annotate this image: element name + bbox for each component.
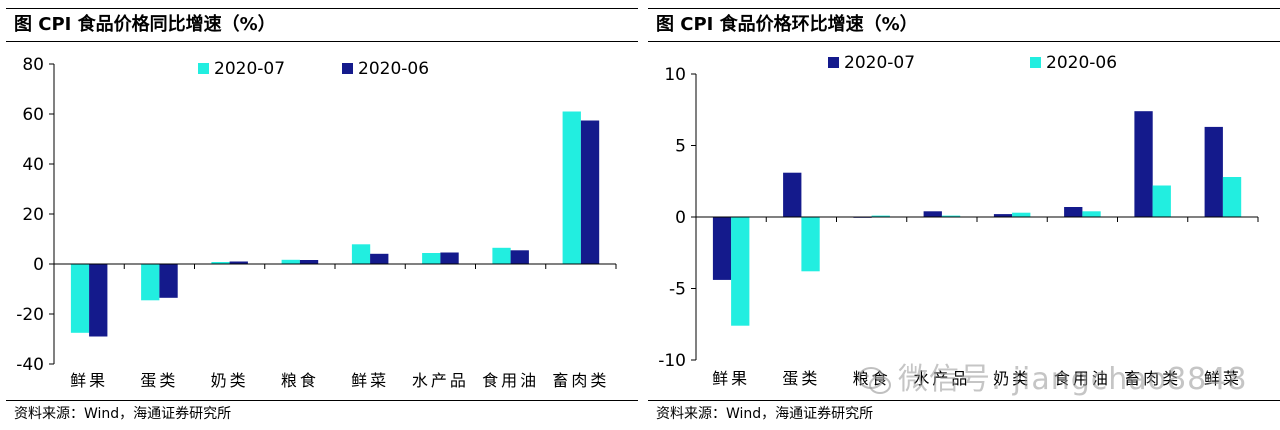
bar-蛋类-2020-07: [783, 172, 802, 217]
wechat-icon: [858, 366, 891, 394]
category-label: 鲜果: [70, 371, 108, 390]
legend-label: 2020-07: [214, 59, 285, 79]
bar-粮食-2020-06: [299, 260, 319, 264]
category-label: 鲜果: [712, 369, 750, 388]
bar-蛋类-2020-06: [159, 264, 178, 298]
y-tick-label: 0: [675, 208, 686, 228]
category-label: 畜肉类: [1124, 369, 1181, 388]
bar-粮食-2020-06: [871, 215, 890, 217]
bar-奶类-2020-06: [229, 261, 248, 264]
bar-粮食-2020-07: [281, 259, 300, 265]
y-tick-label: 20: [22, 205, 44, 225]
bar-鲜菜-2020-07: [1204, 126, 1223, 217]
bar-水产品-2020-07: [422, 253, 441, 264]
y-tick-label: -40: [16, 355, 44, 375]
chart-title: 图 CPI 食品价格环比增速（%）: [648, 8, 1280, 42]
bar-食用油-2020-06: [1082, 211, 1101, 217]
bar-畜肉类-2020-07: [562, 111, 581, 264]
legend-label: 2020-06: [1046, 53, 1117, 73]
yoy-chart-panel: 图 CPI 食品价格同比增速（%） -40 -20 0 20 40 60 80 鲜果 蛋类 奶类 粮…: [6, 0, 638, 430]
bar-畜肉类-2020-07: [1134, 111, 1153, 217]
bar-食用油-2020-07: [492, 247, 511, 265]
category-label: 蛋类: [140, 371, 178, 390]
bar-奶类-2020-07: [993, 214, 1013, 217]
legend-label: 2020-06: [358, 59, 429, 79]
category-label: 食用油: [482, 371, 539, 390]
category-label: 水产品: [412, 371, 469, 390]
bar-鲜果-2020-06: [731, 217, 750, 326]
chart-title: 图 CPI 食品价格同比增速（%）: [6, 8, 638, 42]
watermark: 微信号: jiangchao8848: [858, 354, 1247, 398]
bar-蛋类-2020-06: [801, 217, 820, 272]
bar-鲜果-2020-07: [70, 264, 90, 333]
category-label: 粮食: [281, 371, 319, 390]
bar-鲜果-2020-07: [712, 217, 732, 280]
y-tick-label: 60: [22, 105, 44, 125]
bar-食用油-2020-07: [1064, 207, 1083, 217]
bar-奶类-2020-06: [1012, 212, 1031, 217]
bar-水产品-2020-06: [941, 215, 961, 217]
bar-鲜菜-2020-06: [1222, 177, 1242, 217]
bar-奶类-2020-07: [211, 262, 230, 264]
legend-label: 2020-07: [844, 53, 915, 73]
category-label: 畜肉类: [552, 371, 609, 390]
bar-鲜菜-2020-06: [370, 253, 389, 265]
y-tick-label: -10: [658, 351, 686, 371]
bar-畜肉类-2020-06: [580, 120, 600, 264]
y-tick-label: -5: [669, 280, 686, 300]
category-label: 蛋类: [782, 369, 820, 388]
legend-swatch: [342, 63, 353, 74]
category-label: 水产品: [913, 369, 970, 388]
y-tick-label: 0: [33, 255, 44, 275]
source-note: 资料来源：Wind，海通证券研究所: [648, 400, 1280, 428]
y-tick-label: 5: [675, 137, 686, 157]
y-tick-label: 80: [22, 55, 44, 75]
source-note: 资料来源：Wind，海通证券研究所: [6, 400, 638, 428]
bar-水产品-2020-07: [923, 211, 942, 217]
y-tick-label: 10: [664, 65, 686, 85]
category-label: 食用油: [1054, 369, 1111, 388]
bar-水产品-2020-06: [440, 252, 459, 264]
category-label: 鲜菜: [351, 371, 389, 390]
category-label: 奶类: [211, 371, 249, 390]
y-tick-label: 40: [22, 155, 44, 175]
bar-食用油-2020-06: [510, 250, 529, 265]
legend-swatch: [1030, 57, 1041, 68]
category-label: 鲜菜: [1204, 369, 1242, 388]
y-tick-label: -20: [16, 305, 44, 325]
bar-鲜果-2020-06: [89, 264, 108, 337]
yoy-bar-chart: -40 -20 0 20 40 60 80 鲜果 蛋类 奶类 粮食 鲜菜 水产品 食用油 畜肉类 2020-0…: [16, 55, 617, 390]
bar-蛋类-2020-07: [141, 264, 160, 301]
watermark-text: 微信号: jiangchao8848: [898, 362, 1248, 397]
legend-swatch: [828, 57, 839, 68]
category-label: 奶类: [993, 369, 1031, 388]
bar-鲜菜-2020-07: [351, 244, 371, 265]
legend-swatch: [198, 63, 209, 74]
mom-chart-panel: 图 CPI 食品价格环比增速（%） -10 -5 0 5 10 鲜果 蛋类 粮食 水产品 奶类 食用…: [648, 0, 1280, 430]
bar-畜肉类-2020-06: [1152, 185, 1171, 217]
